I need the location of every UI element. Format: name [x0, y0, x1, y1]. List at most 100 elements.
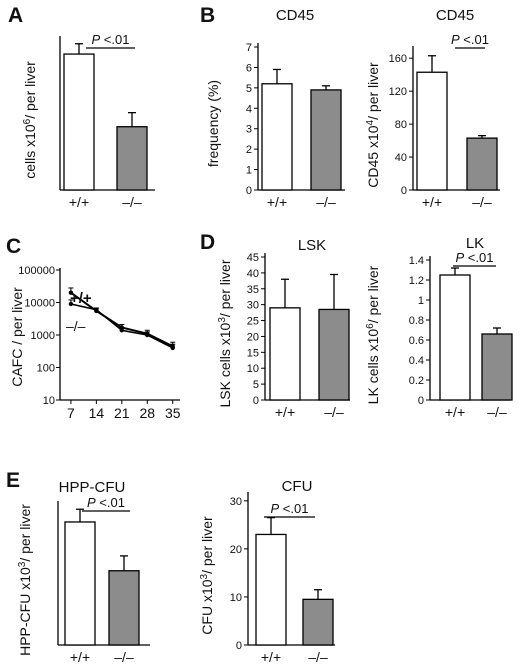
x-tick-label: 28: [139, 405, 155, 421]
chart-d1: LSK LSK cells x103/ per liver 0 5 10 15 20 25 30…: [217, 237, 350, 420]
y-tick-label: 30: [230, 496, 242, 508]
data-point: [68, 290, 74, 295]
y-tick-label: 4: [246, 103, 252, 115]
bar-knockout: [310, 89, 342, 191]
chart-b2: CD45 CD45 x104/ per liver 0 40 80 120 160 +/+ –/…: [365, 7, 500, 210]
y-axis-label: cells x106/ per liver: [22, 61, 39, 179]
chart-a: cells x106/ per liver +/+ –/– P <.01: [22, 32, 155, 210]
bar-knockout: [318, 308, 350, 401]
x-category-label: –/–: [114, 649, 134, 665]
bar-wildtype: [439, 274, 471, 401]
chart-title: CD45: [276, 7, 314, 24]
bar-knockout: [116, 126, 148, 191]
panel-letter-e: E: [6, 469, 20, 492]
y-tick-label: 2: [246, 144, 252, 156]
y-tick-label: 15: [247, 347, 259, 359]
y-tick-label: 0: [236, 640, 242, 652]
y-tick-label: 0: [418, 395, 424, 407]
bar-knockout: [466, 137, 498, 191]
y-tick-label: 40: [247, 268, 259, 280]
x-tick-label: 21: [114, 405, 130, 421]
y-tick-label: 10: [230, 592, 242, 604]
data-point: [68, 301, 74, 307]
p-value-label: P <.01: [271, 501, 309, 516]
y-tick-label: 10: [247, 363, 259, 375]
series-label-wildtype: +/+: [70, 290, 92, 307]
bar-wildtype: [64, 521, 96, 646]
y-axis-label: LSK cells x103/ per liver: [217, 259, 234, 407]
p-value-label: P <.01: [92, 32, 130, 47]
y-tick-label: 6: [246, 62, 252, 74]
bar-wildtype: [269, 307, 301, 401]
y-tick-label: 100: [37, 363, 55, 375]
y-tick-label: 45: [247, 252, 259, 264]
y-tick-label: 80: [395, 119, 407, 131]
y-tick-label: 160: [389, 53, 407, 65]
y-tick-label: 40: [395, 152, 407, 164]
y-tick-label: 20: [247, 331, 259, 343]
x-category-label: –/–: [122, 194, 142, 210]
chart-title: LK: [466, 235, 484, 252]
x-category-label: –/–: [472, 194, 492, 210]
x-category-label: +/+: [445, 404, 465, 420]
y-tick-label: 10000: [24, 298, 55, 310]
x-tick-label: 35: [165, 405, 181, 421]
p-value-label: P <.01: [87, 495, 125, 510]
y-tick-label: 10: [43, 395, 55, 407]
y-tick-label: 35: [247, 284, 259, 296]
y-tick-label: 7: [246, 42, 252, 54]
y-tick-label: 1.4: [409, 255, 424, 267]
y-tick-label: 0: [246, 185, 252, 197]
y-tick-label: 5: [246, 83, 252, 95]
x-category-label: –/–: [308, 649, 328, 665]
y-tick-label: 0.6: [409, 335, 424, 347]
chart-title: HPP-CFU: [59, 479, 126, 496]
panel-letter-d: D: [200, 231, 215, 254]
x-category-label: +/+: [70, 649, 90, 665]
y-tick-label: 0: [253, 395, 259, 407]
y-tick-label: 0.2: [409, 375, 424, 387]
y-tick-label: 120: [389, 86, 407, 98]
y-tick-label: 0.8: [409, 315, 424, 327]
y-tick-label: 0: [401, 185, 407, 197]
chart-title: CFU: [282, 478, 313, 495]
x-category-label: +/+: [69, 194, 89, 210]
charts-layer: cells x106/ per liver+/+ –/–P <.01CD45fre…: [9, 7, 513, 665]
x-category-label: –/–: [324, 404, 344, 420]
p-value-label: P <.01: [456, 250, 494, 265]
y-axis-label: HPP-CFU x103/ per liver: [17, 504, 34, 656]
x-category-label: +/+: [267, 194, 287, 210]
y-tick-label: 20: [230, 544, 242, 556]
x-tick-label: 14: [89, 405, 105, 421]
bar-knockout: [108, 570, 140, 646]
chart-e2: CFU CFU x103/ per liver 0 10 20 30 +/+ –/– P <.0…: [199, 478, 335, 665]
series-label-knockout: –/–: [66, 318, 86, 334]
y-tick-label: 25: [247, 316, 259, 328]
bar-wildtype: [255, 533, 287, 646]
x-category-label: +/+: [275, 404, 295, 420]
bar-knockout: [481, 333, 513, 401]
y-axis-label: CAFC / per liver: [9, 287, 25, 387]
y-tick-label: 1: [418, 295, 424, 307]
chart-b1: CD45 frequency (%) 0 1 2 3 4 5 6 7 +/+ –/–: [205, 7, 345, 210]
y-tick-label: 1000: [31, 330, 55, 342]
y-axis-label: CD45 x104/ per liver: [365, 62, 382, 188]
x-category-label: +/+: [261, 649, 281, 665]
y-tick-label: 1: [246, 165, 252, 177]
data-point: [145, 332, 150, 338]
y-axis-label: LK cells x106/ per liver: [365, 265, 382, 404]
chart-d2: LK LK cells x106/ per liver 0 0.2 0.4 0.6 0.8 1…: [365, 235, 513, 420]
chart-c-cafc: CAFC / per liver 10 100 1000 10000 100000 7 14 2…: [9, 265, 181, 421]
chart-title: CD45: [436, 7, 474, 24]
y-axis-label: CFU x103/ per liver: [199, 516, 216, 635]
panel-letter-c: C: [6, 235, 21, 258]
bar-wildtype: [261, 83, 293, 191]
y-tick-label: 0.4: [409, 355, 424, 367]
y-tick-label: 5: [253, 379, 259, 391]
chart-title: LSK: [298, 237, 326, 254]
chart-e1: HPP-CFU HPP-CFU x103/ per liver +/+ –/– P <.…: [17, 479, 150, 665]
data-point: [94, 307, 99, 312]
y-tick-label: 30: [247, 300, 259, 312]
y-axis-label: frequency (%): [205, 80, 221, 167]
panel-letter-b: B: [200, 4, 215, 27]
